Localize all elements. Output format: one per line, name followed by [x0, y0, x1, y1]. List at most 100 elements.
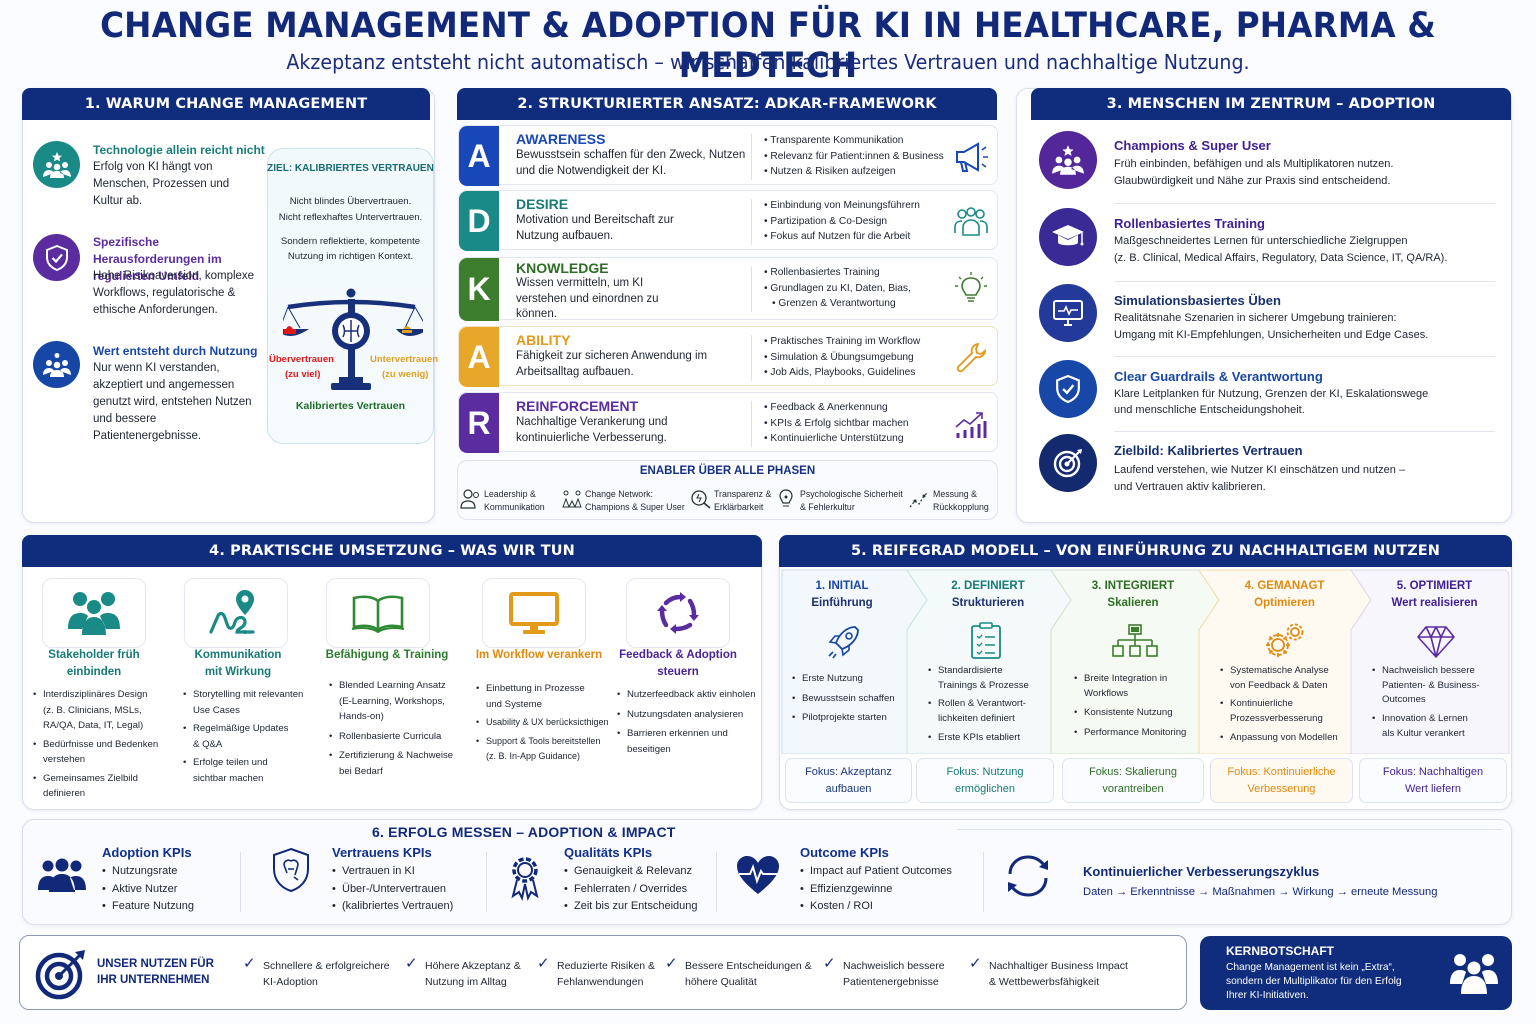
factor-title: Rollenbasiertes Training	[1114, 216, 1265, 231]
overtrust-sub: (zu viel)	[285, 369, 321, 380]
checkmark-icon: ✓	[243, 955, 256, 972]
divider	[751, 199, 752, 245]
factor-line: Glaubwürdigkeit und Nähe zur Praxis sind…	[1114, 175, 1391, 187]
divider	[1114, 203, 1495, 204]
bullet: Rollenbasierte Curricula	[329, 729, 474, 745]
stage-focus: Fokus: Nutzung ermöglichen	[916, 758, 1054, 803]
people-star-icon	[33, 141, 80, 188]
checkmark-icon: ✓	[665, 955, 678, 972]
bullet: Fokus auf Nutzen für die Arbeit	[764, 229, 920, 245]
kpi-item: Feature Nutzung	[102, 898, 194, 916]
diamond-icon	[1417, 626, 1455, 658]
rocket-icon	[828, 626, 859, 659]
stage-focus: Fokus: Kontinuierliche Verbesserung	[1210, 758, 1353, 803]
stage-title: 3. INTEGRIERT Skalieren	[1062, 578, 1204, 612]
adkar-title: REINFORCEMENT	[516, 398, 639, 414]
kpi-item: Fehlerraten / Overrides	[564, 881, 698, 899]
adkar-letter: R	[459, 393, 499, 453]
divider	[716, 852, 717, 912]
people-group-icon	[1450, 954, 1498, 994]
factor-title: Champions & Super User	[1114, 138, 1271, 153]
hierarchy-icon	[1112, 624, 1158, 657]
enabler-line: Change Network:	[585, 489, 653, 499]
kpi-item: Effizienzgewinne	[800, 881, 952, 899]
goal-line: Sondern reflektierte, kompetente	[280, 236, 421, 247]
megaphone-icon	[956, 142, 988, 172]
divider	[751, 335, 752, 381]
factor-title: Zielbild: Kalibriertes Vertrauen	[1114, 443, 1303, 458]
title-line: UNSER NUTZEN FÜR	[97, 958, 214, 970]
section-people-center	[1016, 88, 1512, 523]
bullet: Job Aids, Playbooks, Guidelines	[764, 365, 920, 381]
title-line: IHR UNTERNEHMEN	[97, 974, 210, 986]
bullet: Nutzerfeedback aktiv einholen	[617, 687, 767, 703]
kpi-list: Impact auf Patient OutcomesEffizienzgewi…	[800, 863, 952, 916]
bullet: Relevanz für Patient:innen & Business	[764, 149, 943, 165]
route-pin-icon	[209, 590, 255, 634]
item-title: Spezifische Herausforderungen im regulie…	[93, 235, 222, 283]
adkar-bullets: Transparente KommunikationRelevanz für P…	[764, 133, 944, 180]
stage-number: 4. GEMANAGT	[1244, 580, 1325, 592]
title-line: steuern	[657, 666, 699, 678]
bullet: Kontinuierliche Unterstützung	[764, 431, 909, 447]
section-heading: 3. MENSCHEN IM ZENTRUM – ADOPTION ERFOLG…	[1031, 88, 1511, 144]
column-title: Feedback & Adoption steuern	[616, 647, 740, 681]
bullet: Grenzen & Verantwortung	[764, 296, 911, 312]
stage-focus: Fokus: Nachhaltigen Wert liefern	[1359, 758, 1507, 803]
target-icon	[35, 950, 85, 1000]
kpi-item: Vertrauen in KI	[332, 863, 453, 881]
bullet: Grundlagen zu KI, Daten, Bias,	[764, 281, 910, 297]
column-bullets: Interdisziplinäres Design(z. B. Clinicia…	[33, 687, 173, 802]
stage-sub: Wert realisieren	[1391, 597, 1478, 609]
adkar-desc: Motivation und Bereitschaft zur Nutzung …	[516, 214, 674, 242]
bullet: Performance Monitoring	[1074, 726, 1204, 741]
section-heading: 6. ERFOLG MESSEN – ADOPTION & IMPACT	[372, 824, 676, 840]
factor-line: und menschliche Entscheidungshoheit.	[1114, 404, 1305, 416]
clipboard-icon	[971, 622, 1001, 659]
section-heading: 2. STRUKTURIERTER ANSATZ: ADKAR-FRAMEWOR…	[457, 88, 997, 120]
enabler-item: Change Network: Champions & Super User	[585, 488, 685, 514]
divider	[751, 401, 752, 447]
shield-check-icon	[33, 234, 80, 281]
divider	[751, 266, 752, 312]
stage-title: 4. GEMANAGT Optimieren	[1212, 578, 1357, 612]
checkmark-icon: ✓	[537, 955, 550, 972]
stage-sub: Skalieren	[1107, 597, 1159, 609]
bulb-outline-icon	[779, 489, 793, 507]
factor-line: Umgang mit KI-Empfehlungen, Unsicherheit…	[1114, 329, 1429, 341]
kpi-item: Über-/Untervertrauen	[332, 881, 453, 899]
stage-number: 2. DEFINIERT	[951, 580, 1025, 592]
factor-line: (z. B. Clinical, Medical Affairs, Regula…	[1114, 252, 1448, 264]
bullet: Simulation & Übungsumgebung	[764, 350, 920, 366]
stage-bullets: Erste Nutzung Bewusstsein schaffen Pilot…	[792, 672, 912, 726]
goal-line: Nicht blindes Übervertrauen.	[289, 196, 412, 207]
title-line: Stakeholder früh	[48, 649, 140, 661]
kpi-item: Aktive Nutzer	[102, 881, 194, 899]
people-group-icon	[33, 341, 80, 388]
benefit-item: ✓ Nachweislich bessere Patientenergebnisse	[823, 955, 945, 989]
kpi-title: Qualitäts KPIs	[564, 845, 653, 860]
bullet: Feedback & Anerkennung	[764, 400, 909, 416]
enabler-line: Erklärbarkeit	[714, 502, 764, 512]
bullet: Nutzen & Risiken aufzeigen	[764, 164, 944, 180]
benefit-title: UNSER NUTZEN FÜR IHR UNTERNEHMEN	[97, 956, 214, 988]
title-line: Kommunikation	[194, 649, 282, 661]
adkar-title: AWARENESS	[516, 131, 606, 147]
adkar-row-desire: D DESIRE Motivation und Bereitschaft zur…	[458, 190, 998, 251]
bullet: Erste KPIs etabliert	[928, 731, 1058, 746]
stage-focus: Fokus: Skalierung vorantreiben	[1062, 758, 1204, 803]
kpi-item: (kalibriertes Vertrauen)	[332, 898, 453, 916]
adkar-title: KNOWLEDGE	[516, 260, 609, 276]
factor-line: und Vertrauen aktiv kalibrieren.	[1114, 481, 1266, 493]
benefit-item: ✓ Schnellere & erfolgreichere KI-Adoption	[243, 955, 390, 989]
stage-number: 5. OPTIMIERT	[1396, 580, 1473, 592]
gears-icon	[1266, 623, 1304, 657]
